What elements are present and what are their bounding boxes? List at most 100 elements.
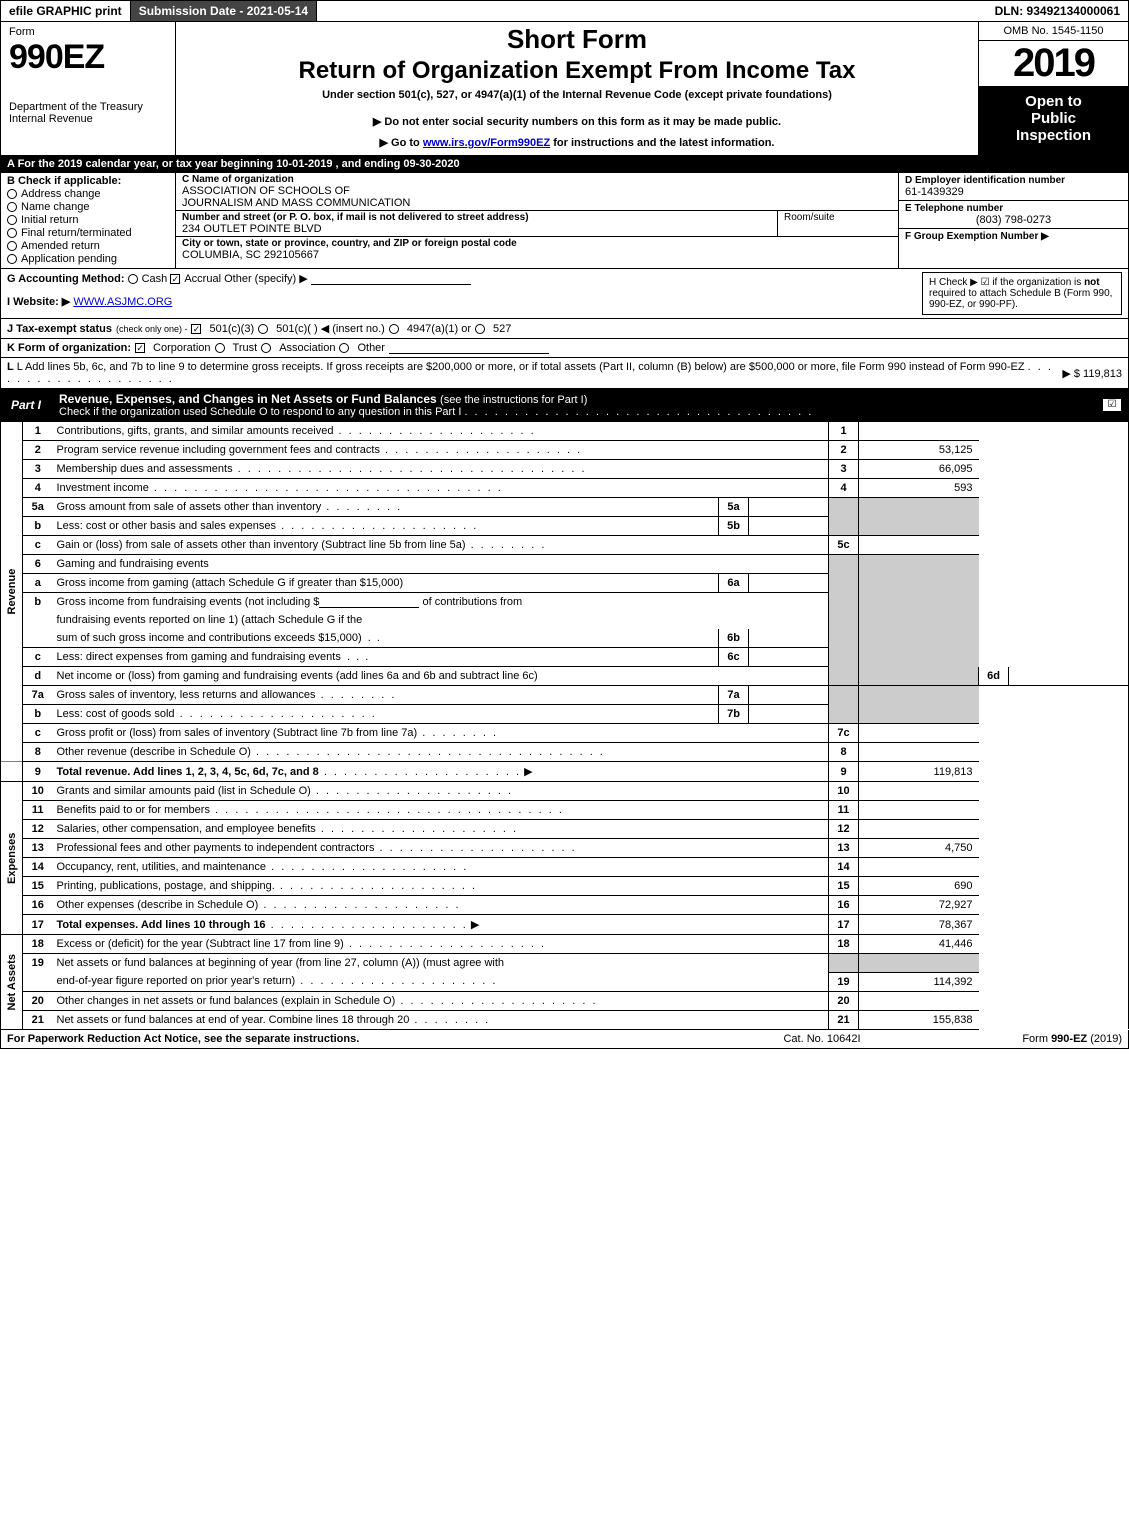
col-num: 5c <box>829 536 859 555</box>
inspection-badge: Open to Public Inspection <box>979 87 1128 155</box>
table-row: 12 Salaries, other compensation, and emp… <box>1 820 1129 839</box>
table-row: 16 Other expenses (describe in Schedule … <box>1 896 1129 915</box>
dots <box>258 899 460 911</box>
table-row: 19 Net assets or fund balances at beginn… <box>1 954 1129 973</box>
col-num: 17 <box>829 915 859 935</box>
chk-association[interactable] <box>261 343 271 353</box>
line-num: 16 <box>23 896 53 915</box>
dots <box>321 501 402 513</box>
dln-label: DLN: 93492134000061 <box>987 1 1128 21</box>
col-val <box>859 820 979 839</box>
line-desc: Grants and similar amounts paid (list in… <box>57 785 311 797</box>
k-label: K Form of organization: <box>7 342 131 354</box>
chk-name-change[interactable]: Name change <box>7 201 169 213</box>
dots <box>417 727 498 739</box>
section-d-e-f: D Employer identification number 61-1439… <box>898 173 1128 268</box>
table-row: 8 Other revenue (describe in Schedule O)… <box>1 743 1129 762</box>
chk-amended-return[interactable]: Amended return <box>7 240 169 252</box>
f-label: F Group Exemption Number ▶ <box>905 231 1122 242</box>
line-num <box>23 972 53 991</box>
line-num: 15 <box>23 877 53 896</box>
form-number: 990EZ <box>9 38 167 77</box>
chk-501c[interactable] <box>258 324 268 334</box>
l-text: L Add lines 5b, 6c, and 7b to line 9 to … <box>17 361 1025 373</box>
col-num: 13 <box>829 839 859 858</box>
dots <box>395 995 597 1007</box>
part-i-tab: Part I <box>1 395 51 415</box>
table-row: 5a Gross amount from sale of assets othe… <box>1 498 1129 517</box>
other-specify-blank[interactable] <box>311 273 471 285</box>
city-label: City or town, state or province, country… <box>182 238 892 249</box>
line-num: b <box>23 593 53 612</box>
b-label: B Check if applicable: <box>7 175 169 187</box>
shade-cell <box>859 954 979 973</box>
chk-final-return[interactable]: Final return/terminated <box>7 227 169 239</box>
sub-val <box>749 686 829 705</box>
website-link[interactable]: WWW.ASJMC.ORG <box>73 296 172 308</box>
line-desc: Professional fees and other payments to … <box>57 842 375 854</box>
submission-date: Submission Date - 2021-05-14 <box>131 1 317 21</box>
chk-other-org[interactable] <box>339 343 349 353</box>
street-address: 234 OUTLET POINTE BLVD <box>182 223 771 235</box>
chk-corporation[interactable]: ✓ <box>135 343 145 353</box>
subtitle: Under section 501(c), 527, or 4947(a)(1)… <box>184 89 970 101</box>
sub-val <box>749 574 829 593</box>
dots <box>344 938 546 950</box>
irs-link[interactable]: www.irs.gov/Form990EZ <box>423 137 550 149</box>
table-row: 4 Investment income 4 593 <box>1 479 1129 498</box>
line-num: 20 <box>23 991 53 1010</box>
room-suite-label: Room/suite <box>778 211 898 236</box>
sub-val <box>749 705 829 724</box>
chk-address-change[interactable]: Address change <box>7 188 169 200</box>
other-org-blank[interactable] <box>389 342 549 354</box>
website-notice: ▶ Go to www.irs.gov/Form990EZ for instru… <box>184 136 970 149</box>
line-desc: Investment income <box>57 482 149 494</box>
chk-application-pending[interactable]: Application pending <box>7 253 169 265</box>
chk-label: Application pending <box>21 253 117 265</box>
501c3-label: 501(c)(3) <box>209 323 254 335</box>
shade-cell <box>829 498 859 536</box>
col-num: 19 <box>829 972 859 991</box>
table-row: c Gross profit or (loss) from sales of i… <box>1 724 1129 743</box>
chk-cash[interactable] <box>128 274 138 284</box>
entity-block: B Check if applicable: Address change Na… <box>0 173 1129 269</box>
section-b: B Check if applicable: Address change Na… <box>1 173 176 268</box>
part-i-title: Revenue, Expenses, and Changes in Net As… <box>51 389 1102 421</box>
irs-label: Internal Revenue <box>9 113 167 125</box>
line-num: 14 <box>23 858 53 877</box>
col-val <box>859 724 979 743</box>
inspect-1: Open to <box>983 93 1124 110</box>
part-i-checkbox[interactable]: ☑ <box>1102 398 1122 412</box>
chk-label: Name change <box>21 201 90 213</box>
line-desc: Less: cost or other basis and sales expe… <box>57 520 277 532</box>
col-val <box>859 743 979 762</box>
dots <box>380 444 582 456</box>
sub-num: 6a <box>719 574 749 593</box>
chk-527[interactable] <box>475 324 485 334</box>
chk-initial-return[interactable]: Initial return <box>7 214 169 226</box>
line-num: 7a <box>23 686 53 705</box>
line-num: a <box>23 574 53 593</box>
org-name-1: ASSOCIATION OF SCHOOLS OF <box>182 185 892 197</box>
chk-4947[interactable] <box>389 324 399 334</box>
omb-number: OMB No. 1545-1150 <box>979 22 1128 41</box>
line-desc: Less: cost of goods sold <box>57 708 175 720</box>
line-desc: Gain or (loss) from sale of assets other… <box>57 539 466 551</box>
assoc-label: Association <box>279 342 335 354</box>
table-row: 11 Benefits paid to or for members 11 <box>1 801 1129 820</box>
chk-trust[interactable] <box>215 343 225 353</box>
h-not: not <box>1084 277 1100 288</box>
shade-cell <box>859 686 979 724</box>
col-num: 14 <box>829 858 859 877</box>
i-label: I Website: ▶ <box>7 296 70 308</box>
line-desc: Total expenses. Add lines 10 through 16 <box>57 919 266 931</box>
trust-label: Trust <box>233 342 258 354</box>
col-val <box>859 782 979 801</box>
header-right: OMB No. 1545-1150 2019 Open to Public In… <box>978 22 1128 155</box>
col-val: 119,813 <box>859 762 979 782</box>
chk-501c3[interactable]: ✓ <box>191 324 201 334</box>
part-subtitle: (see the instructions for Part I) <box>440 394 587 406</box>
form-word: Form <box>9 26 167 38</box>
part-check-text: Check if the organization used Schedule … <box>59 406 461 418</box>
chk-accrual[interactable]: ✓ <box>170 274 180 284</box>
